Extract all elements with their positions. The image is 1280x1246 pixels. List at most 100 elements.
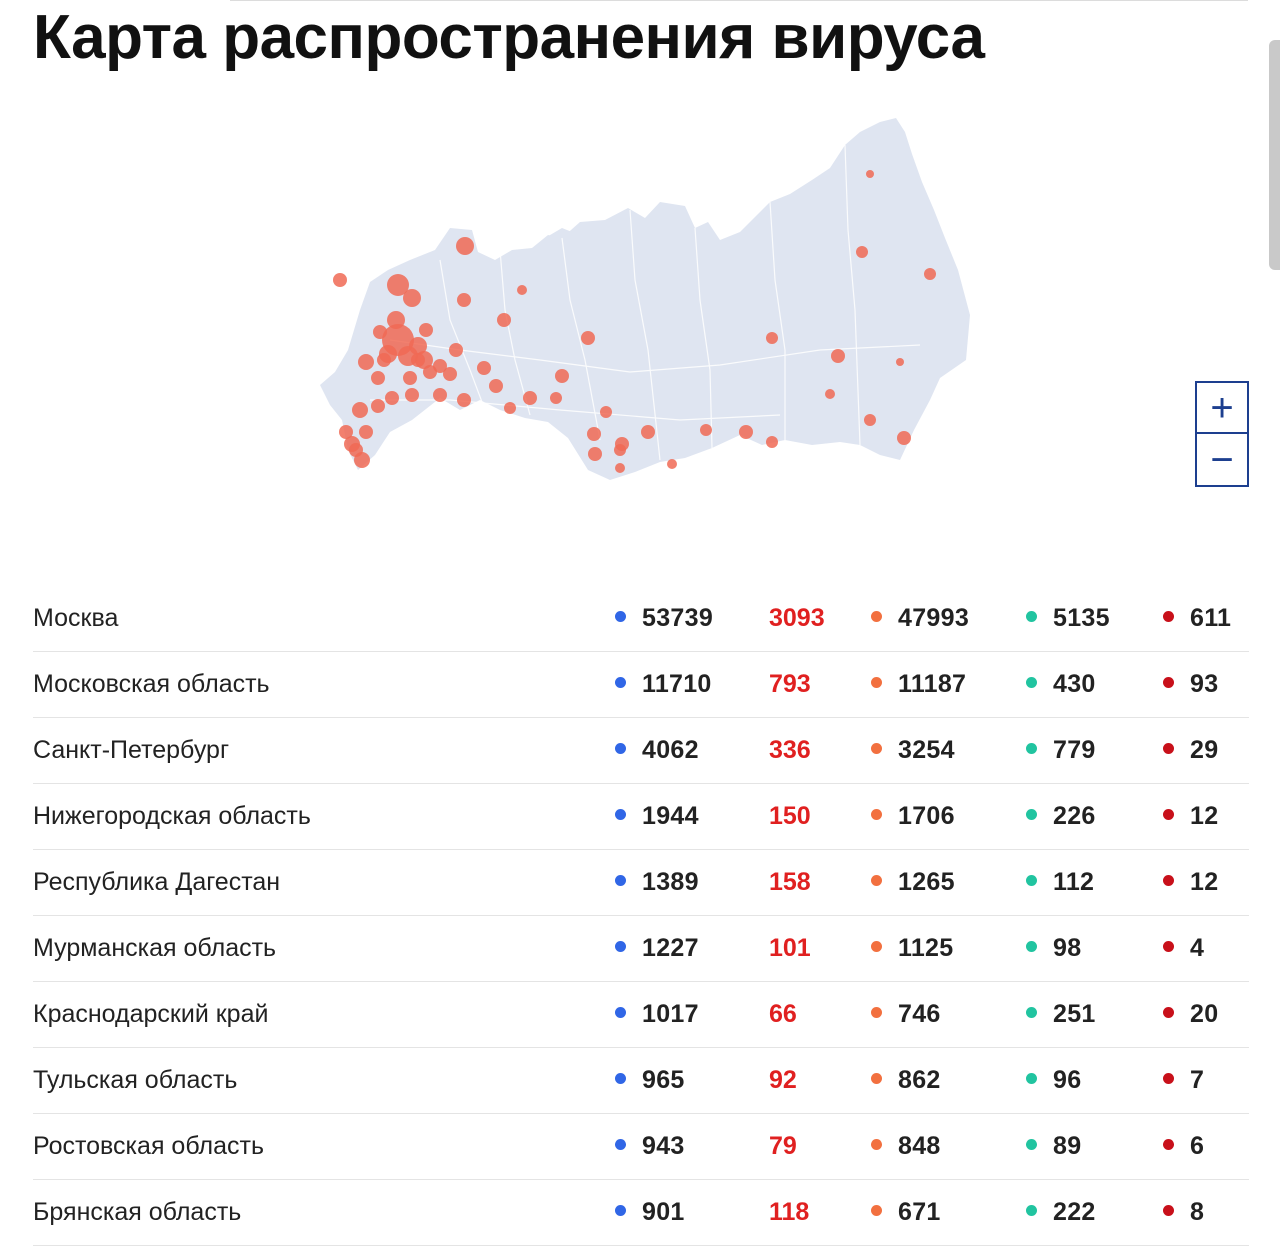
active-cases: 1125 bbox=[871, 916, 953, 980]
table-row[interactable]: Москва 53739 3093 47993 5135 611 bbox=[33, 586, 1249, 652]
case-dot[interactable] bbox=[477, 361, 491, 375]
case-dot[interactable] bbox=[523, 391, 537, 405]
death-cases: 7 bbox=[1163, 1048, 1204, 1112]
case-dot[interactable] bbox=[419, 323, 433, 337]
case-dot[interactable] bbox=[354, 452, 370, 468]
case-dot[interactable] bbox=[700, 424, 712, 436]
virus-map[interactable] bbox=[300, 110, 980, 500]
total-dot-icon bbox=[615, 1204, 626, 1216]
table-row[interactable]: Ростовская область 943 79 848 89 6 bbox=[33, 1114, 1249, 1180]
page-title: Карта распространения вируса bbox=[33, 3, 985, 72]
table-row[interactable]: Брянская область 901 118 671 222 8 bbox=[33, 1180, 1249, 1246]
case-dot[interactable] bbox=[641, 425, 655, 439]
table-row[interactable]: Тульская область 965 92 862 96 7 bbox=[33, 1048, 1249, 1114]
active-cases: 47993 bbox=[871, 586, 969, 650]
case-dot[interactable] bbox=[587, 427, 601, 441]
total-cases: 11710 bbox=[615, 652, 712, 716]
death-cases: 29 bbox=[1163, 718, 1218, 782]
deaths-dot-icon bbox=[1163, 610, 1174, 622]
case-dot[interactable] bbox=[825, 389, 835, 399]
case-dot[interactable] bbox=[443, 367, 457, 381]
active-dot-icon bbox=[871, 1138, 882, 1150]
case-dot[interactable] bbox=[457, 293, 471, 307]
case-dot[interactable] bbox=[358, 354, 374, 370]
active-cases: 3254 bbox=[871, 718, 955, 782]
region-stats-table: Москва 53739 3093 47993 5135 611 Московс… bbox=[33, 586, 1249, 1246]
case-dot[interactable] bbox=[555, 369, 569, 383]
case-dot[interactable] bbox=[456, 237, 474, 255]
total-cases: 4062 bbox=[615, 718, 699, 782]
case-dot[interactable] bbox=[403, 289, 421, 307]
case-dot[interactable] bbox=[387, 311, 405, 329]
recovered-cases: 222 bbox=[1026, 1180, 1096, 1244]
total-dot-icon bbox=[615, 1006, 626, 1018]
case-dot[interactable] bbox=[387, 274, 409, 296]
new-cases: 793 bbox=[769, 670, 811, 698]
case-dot[interactable] bbox=[405, 388, 419, 402]
active-dot-icon bbox=[871, 742, 882, 754]
case-dot[interactable] bbox=[497, 313, 511, 327]
case-dot[interactable] bbox=[371, 371, 385, 385]
table-row[interactable]: Московская область 11710 793 11187 430 9… bbox=[33, 652, 1249, 718]
case-dot[interactable] bbox=[433, 388, 447, 402]
total-dot-icon bbox=[615, 1072, 626, 1084]
recovered-dot-icon bbox=[1026, 1006, 1037, 1018]
case-dot[interactable] bbox=[766, 436, 778, 448]
case-dot[interactable] bbox=[766, 332, 778, 344]
total-dot-icon bbox=[615, 808, 626, 820]
case-dot[interactable] bbox=[739, 425, 753, 439]
case-dot[interactable] bbox=[449, 343, 463, 357]
table-row[interactable]: Нижегородская область 1944 150 1706 226 … bbox=[33, 784, 1249, 850]
death-cases: 4 bbox=[1163, 916, 1204, 980]
case-dot[interactable] bbox=[517, 285, 527, 295]
case-dot[interactable] bbox=[866, 170, 874, 178]
case-dot[interactable] bbox=[864, 414, 876, 426]
case-dot[interactable] bbox=[924, 268, 936, 280]
zoom-in-button[interactable]: + bbox=[1197, 383, 1247, 434]
case-dot[interactable] bbox=[489, 379, 503, 393]
case-dot[interactable] bbox=[856, 246, 868, 258]
case-dot[interactable] bbox=[352, 402, 368, 418]
case-dot[interactable] bbox=[403, 371, 417, 385]
case-dot[interactable] bbox=[600, 406, 612, 418]
case-dot[interactable] bbox=[433, 359, 447, 373]
case-dot[interactable] bbox=[333, 273, 347, 287]
death-cases: 12 bbox=[1163, 850, 1218, 914]
case-dot[interactable] bbox=[614, 444, 626, 456]
case-dot[interactable] bbox=[409, 337, 427, 355]
active-dot-icon bbox=[871, 940, 882, 952]
region-name: Ростовская область bbox=[33, 1132, 264, 1160]
case-dot[interactable] bbox=[896, 358, 904, 366]
case-dot[interactable] bbox=[457, 393, 471, 407]
region-name: Тульская область bbox=[33, 1066, 238, 1094]
case-dot[interactable] bbox=[581, 331, 595, 345]
case-dot[interactable] bbox=[373, 325, 387, 339]
case-dot[interactable] bbox=[339, 425, 353, 439]
case-dot[interactable] bbox=[377, 353, 391, 367]
scrollbar-thumb[interactable] bbox=[1269, 40, 1280, 270]
table-row[interactable]: Мурманская область 1227 101 1125 98 4 bbox=[33, 916, 1249, 982]
case-dot[interactable] bbox=[667, 459, 677, 469]
total-cases: 1227 bbox=[615, 916, 699, 980]
case-dot[interactable] bbox=[588, 447, 602, 461]
deaths-dot-icon bbox=[1163, 1204, 1174, 1216]
case-dot[interactable] bbox=[615, 463, 625, 473]
deaths-dot-icon bbox=[1163, 1072, 1174, 1084]
table-row[interactable]: Краснодарский край 1017 66 746 251 20 bbox=[33, 982, 1249, 1048]
case-dot[interactable] bbox=[411, 353, 425, 367]
case-dot[interactable] bbox=[504, 402, 516, 414]
case-dot[interactable] bbox=[385, 391, 399, 405]
total-cases: 901 bbox=[615, 1180, 685, 1244]
deaths-dot-icon bbox=[1163, 1138, 1174, 1150]
total-cases: 1389 bbox=[615, 850, 699, 914]
case-dot[interactable] bbox=[359, 425, 373, 439]
case-dot[interactable] bbox=[897, 431, 911, 445]
case-dot[interactable] bbox=[550, 392, 562, 404]
table-row[interactable]: Республика Дагестан 1389 158 1265 112 12 bbox=[33, 850, 1249, 916]
case-dot[interactable] bbox=[371, 399, 385, 413]
table-row[interactable]: Санкт-Петербург 4062 336 3254 779 29 bbox=[33, 718, 1249, 784]
total-dot-icon bbox=[615, 940, 626, 952]
zoom-out-button[interactable]: − bbox=[1197, 434, 1247, 485]
recovered-dot-icon bbox=[1026, 676, 1037, 688]
case-dot[interactable] bbox=[831, 349, 845, 363]
